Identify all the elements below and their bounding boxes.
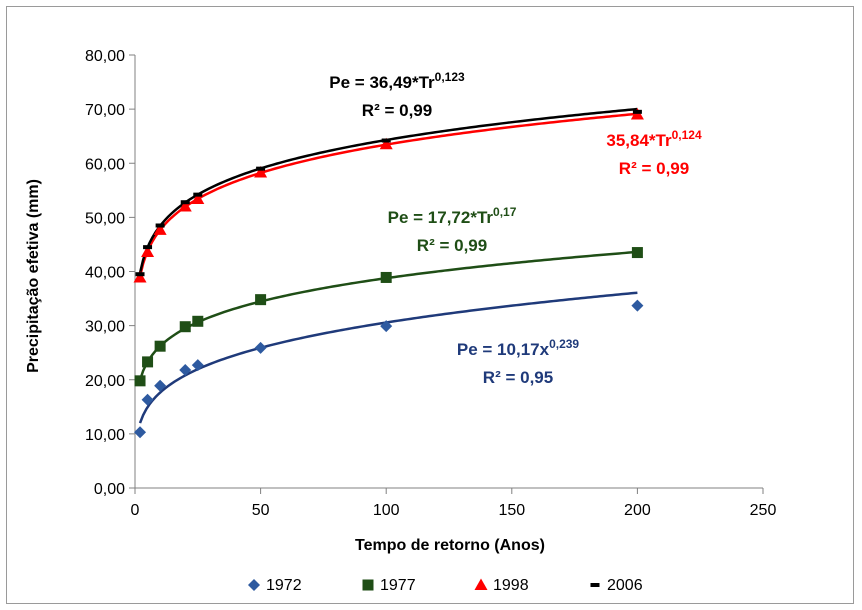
r-squared-1977: R² = 0,99	[417, 236, 487, 255]
data-point-1972	[191, 359, 204, 372]
x-tick-label: 150	[498, 502, 525, 519]
data-point-1977	[192, 315, 204, 327]
data-point-2006	[155, 223, 165, 228]
data-point-1972	[141, 393, 154, 406]
data-point-2006	[256, 166, 266, 171]
data-point-2006	[381, 138, 391, 143]
y-axis-title: Precipitação efetiva (mm)	[25, 179, 42, 373]
legend-item-1998: 1998	[474, 577, 529, 594]
y-tick-label: 70,00	[85, 102, 125, 119]
data-point-2006	[135, 272, 145, 277]
data-point-1972	[631, 299, 644, 312]
data-point-1977	[134, 375, 146, 387]
data-point-1977	[380, 271, 392, 283]
y-tick-label: 40,00	[85, 265, 125, 282]
x-axis-title: Tempo de retorno (Anos)	[355, 537, 545, 554]
data-point-2006	[180, 200, 190, 205]
chart-frame	[6, 6, 854, 604]
fit-curve-1977	[138, 250, 638, 381]
equation-1998: 35,84*Tr0,124	[606, 128, 702, 150]
y-tick-label: 0,00	[94, 481, 125, 498]
data-point-1977	[179, 321, 191, 333]
y-tick-label: 50,00	[85, 210, 125, 227]
legend-item-2006: 2006	[590, 577, 643, 594]
data-point-1972	[154, 379, 167, 392]
data-point-1977	[631, 247, 643, 259]
data-point-1998	[133, 270, 147, 283]
x-tick-label: 0	[131, 502, 140, 519]
data-point-1998	[141, 245, 155, 258]
data-point-1977	[255, 294, 267, 306]
x-tick-label: 100	[373, 502, 400, 519]
data-markers	[133, 108, 644, 439]
y-tick-label: 10,00	[85, 427, 125, 444]
fit-curve-1972	[138, 291, 638, 424]
x-tick-label: 200	[624, 502, 651, 519]
legend-label-1998: 1998	[493, 577, 529, 594]
fit-curve-1998	[138, 112, 638, 277]
r-squared-2006: R² = 0,99	[362, 101, 432, 120]
fit-curves	[138, 107, 638, 424]
data-point-1998	[178, 200, 192, 212]
r-squared-1972: R² = 0,95	[483, 368, 553, 387]
equation-2006: Pe = 36,49*Tr0,123	[329, 70, 465, 92]
data-point-1972	[179, 364, 192, 377]
equation-1977: Pe = 17,72*Tr0,17	[388, 205, 517, 227]
y-tick-label: 30,00	[85, 319, 125, 336]
data-point-1972	[254, 341, 267, 354]
data-point-1972	[134, 426, 147, 439]
data-point-2006	[143, 245, 153, 250]
legend-item-1977: 1977	[362, 577, 416, 594]
data-point-1998	[191, 192, 205, 204]
equation-annotations: Pe = 10,17x0,239 R² = 0,95 Pe = 17,72*Tr0,…	[329, 70, 702, 387]
equation-1972: Pe = 10,17x0,239	[457, 337, 580, 359]
data-point-1972	[380, 320, 393, 333]
data-point-1998	[379, 137, 393, 150]
y-tick-label: 80,00	[85, 48, 125, 65]
data-point-1998	[254, 165, 268, 178]
x-tick-label: 50	[252, 502, 270, 519]
legend-label-1977: 1977	[380, 577, 416, 594]
legend-marker-1998	[474, 578, 488, 590]
r-squared-1998: R² = 0,99	[619, 159, 689, 178]
data-point-1977	[142, 356, 154, 368]
y-tick-label: 60,00	[85, 156, 125, 173]
data-point-2006	[632, 109, 642, 114]
legend-item-1972: 1972	[248, 577, 302, 594]
data-point-2006	[193, 192, 203, 197]
data-point-1998	[153, 223, 167, 235]
y-tick-label: 20,00	[85, 373, 125, 390]
x-tick-label: 250	[750, 502, 777, 519]
legend-marker-1977	[362, 579, 374, 591]
legend-label-2006: 2006	[607, 577, 643, 594]
legend-label-1972: 1972	[266, 577, 302, 594]
legend-marker-1972	[248, 579, 260, 591]
data-point-1977	[154, 340, 166, 352]
legend-marker-2006	[590, 583, 600, 587]
legend: 1972 1977 1998 2006	[248, 577, 643, 594]
axes: 0 50 100 150 200 250 0,00 10,00 20,00 30,00 40,00 5…	[85, 48, 776, 519]
